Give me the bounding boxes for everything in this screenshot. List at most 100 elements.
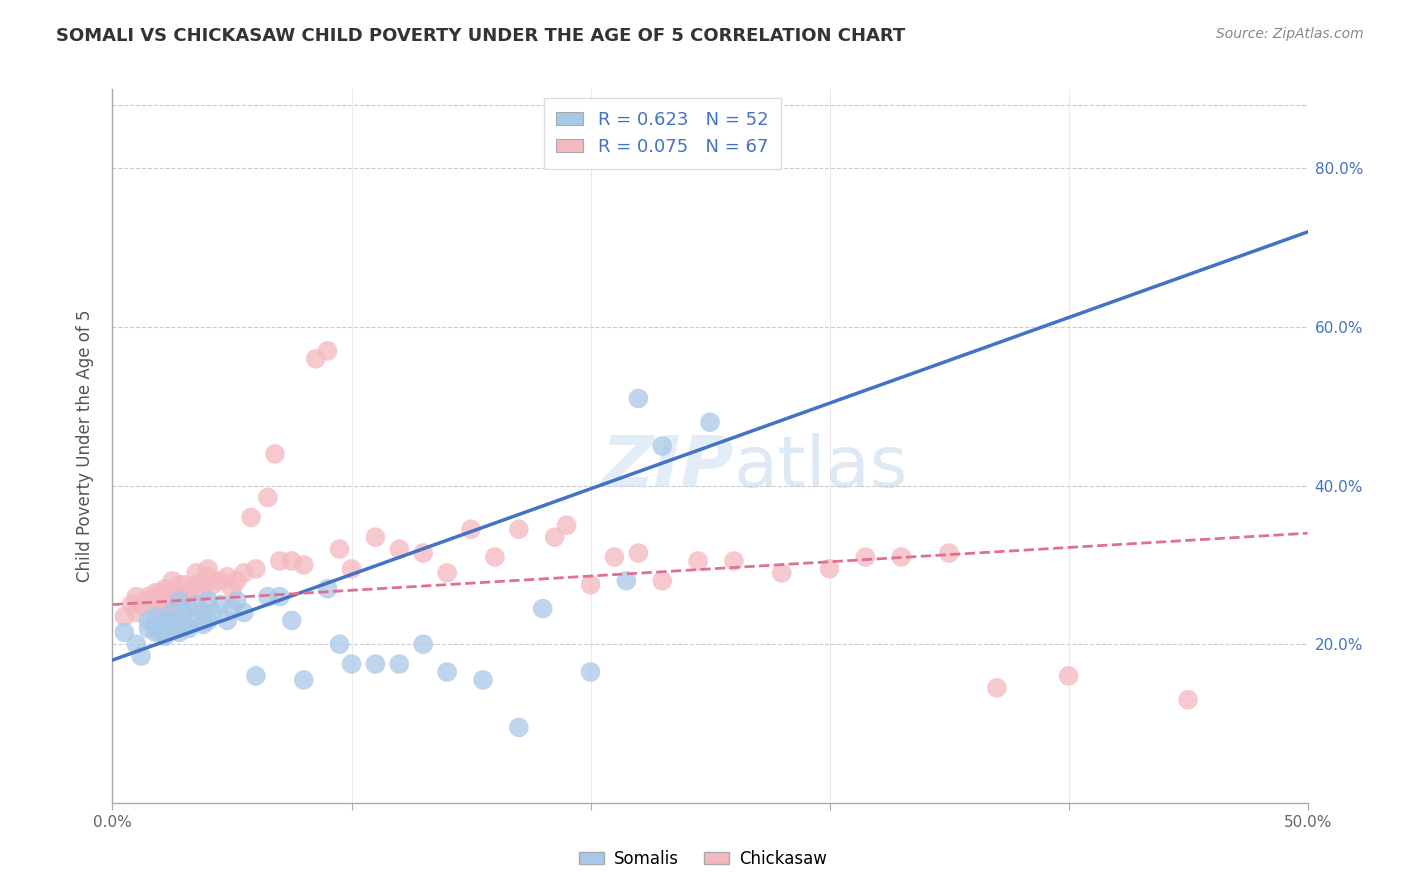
Text: atlas: atlas	[734, 433, 908, 502]
Point	[364, 530, 387, 544]
Point	[316, 343, 339, 358]
Point	[225, 574, 247, 588]
Point	[173, 578, 195, 592]
Point	[269, 590, 291, 604]
Point	[169, 625, 191, 640]
Point	[138, 614, 160, 628]
Point	[201, 578, 224, 592]
Point	[138, 593, 160, 607]
Point	[281, 554, 304, 568]
Point	[818, 562, 841, 576]
Point	[197, 570, 219, 584]
Text: ZIP: ZIP	[602, 433, 734, 502]
Point	[153, 629, 176, 643]
Legend: R = 0.623   N = 52, R = 0.075   N = 67: R = 0.623 N = 52, R = 0.075 N = 67	[544, 98, 780, 169]
Point	[125, 637, 148, 651]
Point	[340, 657, 363, 671]
Point	[855, 549, 877, 564]
Point	[138, 621, 160, 635]
Point	[186, 566, 208, 580]
Point	[292, 558, 315, 572]
Point	[145, 585, 167, 599]
Point	[770, 566, 793, 580]
Point	[388, 542, 411, 557]
Point	[616, 574, 638, 588]
Text: SOMALI VS CHICKASAW CHILD POVERTY UNDER THE AGE OF 5 CORRELATION CHART: SOMALI VS CHICKASAW CHILD POVERTY UNDER …	[56, 27, 905, 45]
Point	[1057, 669, 1080, 683]
Point	[233, 566, 256, 580]
Point	[149, 617, 172, 632]
Point	[603, 549, 626, 564]
Point	[221, 601, 243, 615]
Point	[169, 593, 191, 607]
Point	[149, 598, 172, 612]
Point	[269, 554, 291, 568]
Point	[149, 585, 172, 599]
Point	[129, 598, 152, 612]
Point	[292, 673, 315, 687]
Point	[169, 590, 191, 604]
Point	[531, 601, 554, 615]
Point	[555, 518, 578, 533]
Point	[177, 621, 200, 635]
Point	[173, 606, 195, 620]
Point	[186, 598, 208, 612]
Point	[153, 593, 176, 607]
Y-axis label: Child Poverty Under the Age of 5: Child Poverty Under the Age of 5	[76, 310, 94, 582]
Point	[225, 593, 247, 607]
Point	[145, 625, 167, 640]
Point	[723, 554, 745, 568]
Point	[197, 593, 219, 607]
Point	[316, 582, 339, 596]
Point	[153, 582, 176, 596]
Point	[264, 447, 287, 461]
Point	[240, 510, 263, 524]
Point	[114, 609, 135, 624]
Point	[209, 598, 232, 612]
Point	[233, 606, 256, 620]
Point	[305, 351, 328, 366]
Point	[129, 649, 152, 664]
Point	[257, 590, 280, 604]
Point	[890, 549, 912, 564]
Point	[193, 585, 215, 599]
Point	[508, 721, 530, 735]
Point	[162, 574, 183, 588]
Point	[436, 665, 458, 679]
Point	[173, 617, 195, 632]
Point	[121, 598, 143, 612]
Point	[149, 625, 172, 640]
Point	[688, 554, 710, 568]
Point	[460, 522, 482, 536]
Point	[938, 546, 960, 560]
Point	[177, 601, 200, 615]
Point	[209, 574, 232, 588]
Point	[169, 578, 191, 592]
Point	[340, 562, 363, 576]
Point	[245, 669, 267, 683]
Point	[193, 574, 215, 588]
Point	[162, 614, 183, 628]
Point	[508, 522, 530, 536]
Point	[145, 609, 167, 624]
Point	[145, 599, 167, 614]
Point	[281, 614, 304, 628]
Point	[484, 549, 506, 564]
Point	[627, 392, 650, 406]
Point	[579, 578, 602, 592]
Point	[543, 530, 565, 544]
Point	[627, 546, 650, 560]
Point	[177, 585, 200, 599]
Point	[153, 614, 176, 628]
Point	[162, 585, 183, 599]
Point	[986, 681, 1008, 695]
Point	[436, 566, 458, 580]
Point	[364, 657, 387, 671]
Point	[193, 606, 215, 620]
Point	[245, 562, 267, 576]
Point	[138, 590, 160, 604]
Point	[412, 546, 434, 560]
Legend: Somalis, Chickasaw: Somalis, Chickasaw	[572, 844, 834, 875]
Point	[197, 562, 219, 576]
Point	[186, 578, 208, 592]
